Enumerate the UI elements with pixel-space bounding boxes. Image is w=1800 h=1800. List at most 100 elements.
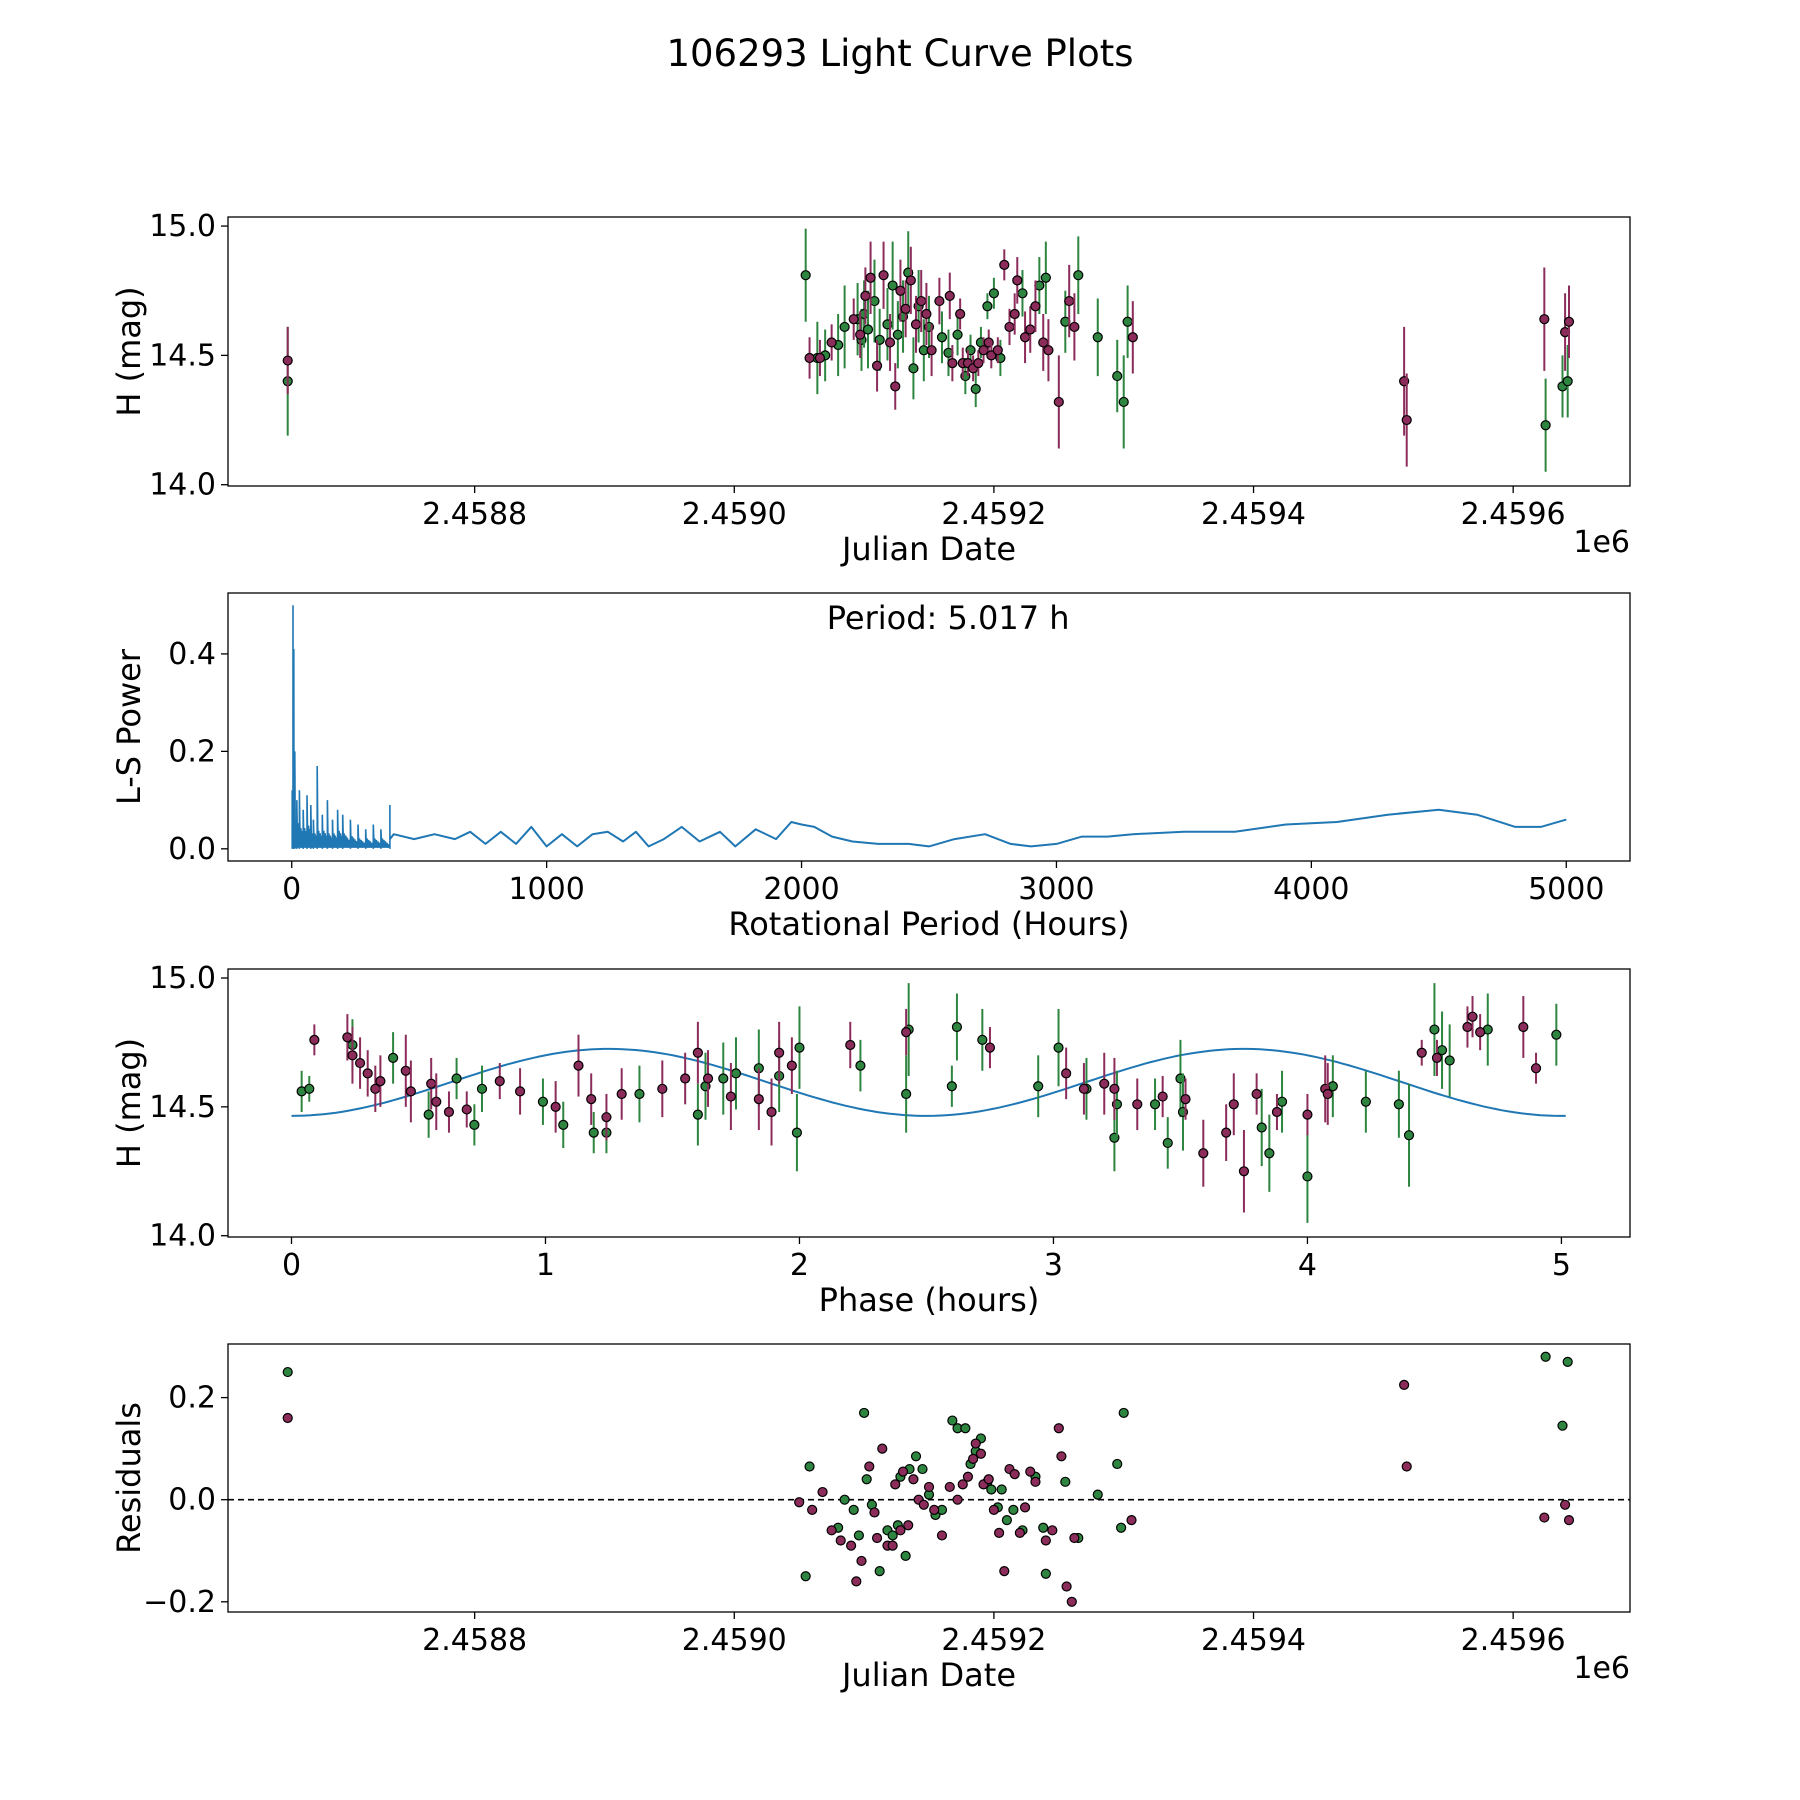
jd-point-purple [1069,321,1080,333]
phase-point-green [1393,1099,1404,1110]
phase-point-purple [342,1032,353,1043]
phase-point-green [1444,1055,1455,1066]
res-point-purple [890,1479,901,1490]
jd-point-purple [900,303,911,314]
res-point-purple [1014,1527,1025,1538]
phase-point-purple [1132,1099,1143,1110]
phase-point-purple [573,1060,584,1071]
phase-point-purple [514,1086,526,1097]
res-point-purple [1019,1502,1031,1513]
phase-xtick-label: 4 [1298,1248,1317,1283]
res-point-purple [817,1486,828,1498]
ls-ytick-label: 0.0 [168,832,216,867]
res-point-green [947,1415,958,1426]
res-point-purple [1563,1515,1575,1526]
res-point-purple [835,1535,846,1546]
phase-point-green [537,1096,549,1107]
jd-point-purple [947,358,958,369]
phase-point-purple [1228,1099,1239,1110]
res-point-green [1008,1504,1019,1516]
jd-point-purple [1043,345,1054,356]
phase-point-green [469,1119,480,1131]
res-point-green [917,1463,928,1475]
phase-point-green [977,1034,988,1045]
res-point-green [839,1494,850,1505]
res-point-purple [929,1504,940,1516]
phase-ylabel: H (mag) [110,1038,148,1168]
res-point-purple [1025,1466,1036,1477]
res-point-green [1118,1407,1129,1419]
phase-point-green [1256,1122,1267,1133]
phase-point-green [794,1042,805,1053]
phase-point-purple [845,1039,856,1051]
phase-xtick-label: 2 [790,1248,809,1283]
phase-point-purple [616,1088,627,1100]
jd-point-green [1540,420,1551,431]
phase-point-purple [494,1075,505,1087]
jd-point-purple [905,275,916,286]
jd-ytick-label: 15.0 [149,209,216,244]
res-point-purple [895,1525,906,1536]
phase-point-green [1429,1024,1440,1035]
res-point-green [996,1484,1007,1495]
res-point-purple [936,1530,948,1541]
phase-point-purple [1198,1148,1209,1159]
res-ytick-label: 0.0 [168,1483,216,1518]
res-point-purple [1126,1515,1137,1526]
res-point-purple [999,1566,1010,1577]
res-point-purple [877,1443,888,1454]
ls-xtick-label: 0 [282,872,301,907]
res-point-purple [908,1474,919,1485]
res-point-purple [1559,1499,1571,1510]
jd-point-purple [895,285,906,296]
ls-period-annotation: Period: 5.017 h [827,599,1070,637]
phase-point-purple [1099,1078,1110,1089]
res-point-green [900,1550,911,1561]
jd-point-green [1118,396,1129,408]
res-xlabel: Julian Date [840,1656,1016,1694]
phase-point-purple [1302,1109,1313,1120]
jd-point-purple [860,290,871,301]
phase-point-purple [1431,1052,1443,1064]
phase-xlabel: Phase (hours) [819,1281,1040,1319]
jd-ytick-label: 14.0 [149,468,216,503]
phase-point-purple [1238,1166,1250,1177]
phase-point-purple [1467,1011,1478,1022]
phase-point-green [476,1083,488,1094]
res-point-green [1562,1356,1573,1367]
res-point-purple [957,1479,968,1490]
jd-point-purple [282,355,293,366]
res-plot-area [228,1351,1630,1607]
res-point-purple [897,1466,909,1477]
jd-axes-frame [227,216,1631,487]
jd-point-purple [955,308,966,320]
ls-plot-area [291,605,1567,849]
phase-point-purple [400,1065,411,1076]
phase-point-purple [657,1083,668,1094]
res-point-green [1116,1522,1127,1533]
jd-point-purple [826,337,837,348]
res-point-purple [807,1504,818,1516]
phase-point-green [1276,1096,1288,1107]
phase-point-green [304,1083,315,1094]
res-point-purple [887,1540,898,1551]
res-point-green [887,1530,898,1541]
res-point-green [804,1461,815,1472]
jd-point-green [936,332,948,343]
jd-point-green [1092,332,1103,343]
res-point-purple [923,1481,935,1493]
phase-point-purple [601,1112,612,1123]
phase-point-purple [1416,1047,1427,1058]
ls-panel: 0 1000 2000 3000 4000 5000 0.0 0.2 0.4 Rotational… [110,592,1631,943]
phase-point-purple [309,1034,320,1045]
jd-xtick-label: 2.4594 [1201,497,1306,532]
res-point-purple [903,1520,914,1531]
phase-point-green [451,1073,462,1084]
jd-point-purple [926,345,937,356]
jd-point-green [970,383,981,395]
res-point-green [986,1484,997,1495]
res-ytick-label: −0.2 [143,1585,216,1620]
phase-point-purple [1157,1091,1168,1102]
res-point-purple [851,1576,862,1587]
